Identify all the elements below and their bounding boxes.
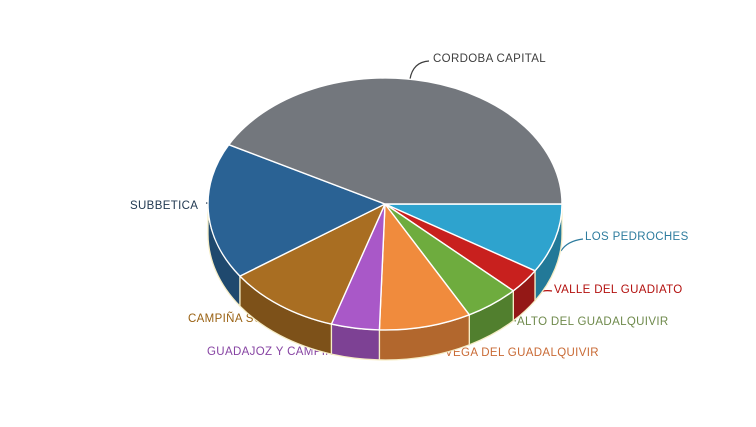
leader-line-los-pedroches	[560, 238, 584, 252]
pie-slice-0[interactable]	[384, 203, 563, 272]
slice-label-vega-del-guadalquivir: VEGA DEL GUADALQUIVIR	[445, 347, 599, 359]
pie-slice-3[interactable]	[378, 203, 470, 331]
slice-label-los-pedroches: LOS PEDROCHES	[585, 231, 689, 243]
pie-slice-7[interactable]	[228, 77, 563, 205]
pie-slice-5[interactable]	[239, 203, 386, 325]
pie-slice-6[interactable]	[207, 144, 386, 277]
slice-label-valle-del-guadiato: VALLE DEL GUADIATO	[554, 284, 683, 296]
slice-label-subbetica: SUBBETICA	[130, 200, 199, 212]
slice-label-alto-del-guadalquivir: ALTO DEL GUADALQUIVIR	[517, 316, 669, 328]
slice-label-cordoba-capital: CORDOBA CAPITAL	[433, 53, 547, 65]
leader-line-cordoba	[409, 60, 430, 80]
